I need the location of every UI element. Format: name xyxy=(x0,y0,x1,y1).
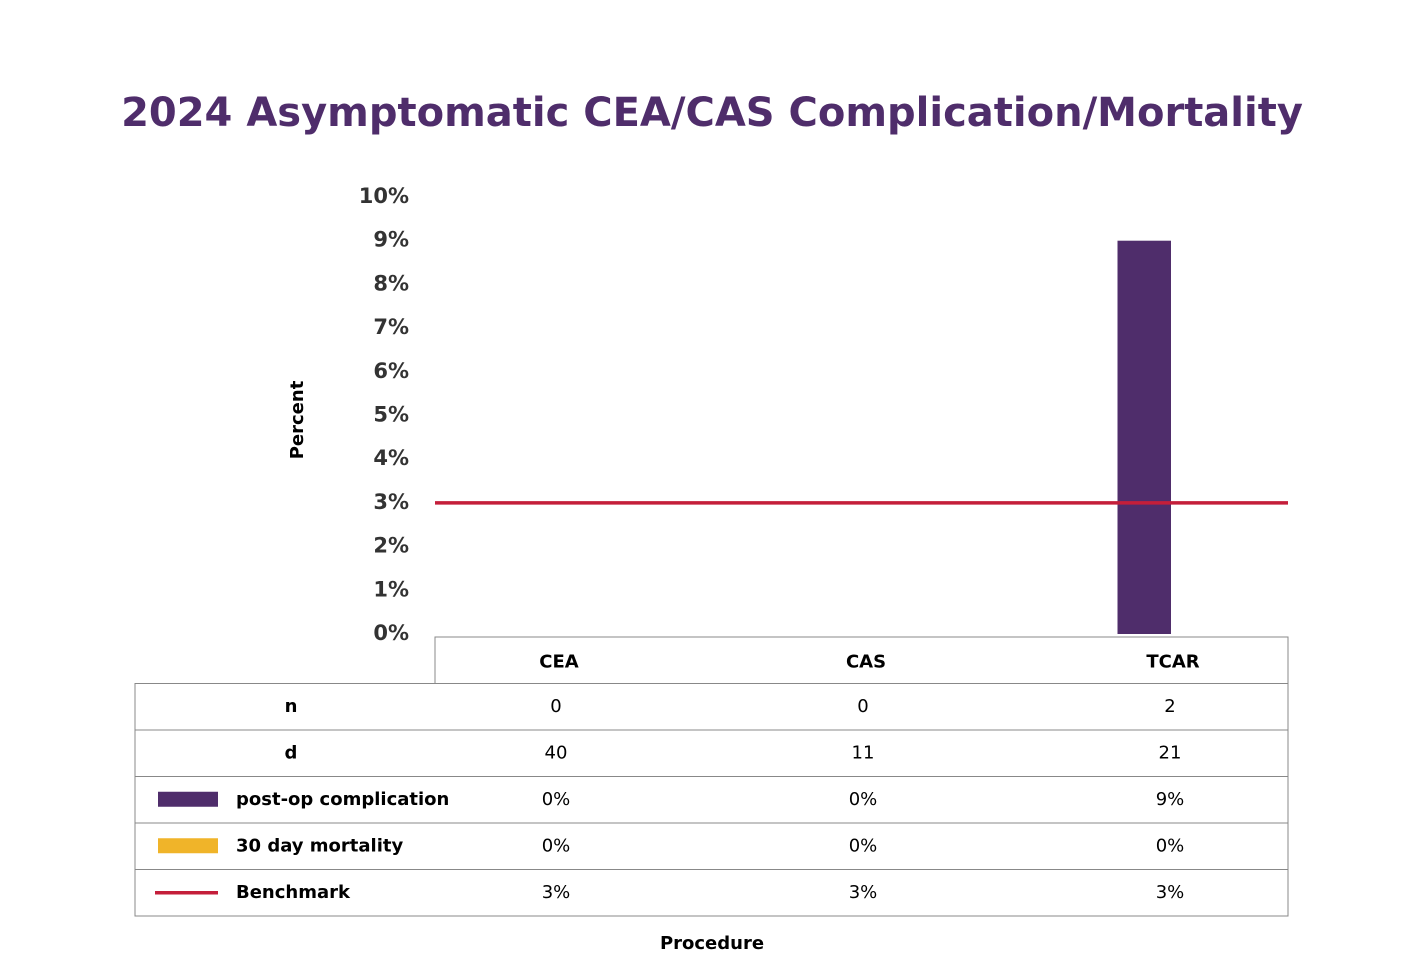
legend-swatch xyxy=(158,838,218,854)
value-label: 9% xyxy=(1156,789,1185,810)
bar xyxy=(1117,240,1171,634)
row-label: d xyxy=(285,742,298,763)
y-tick-label: 0% xyxy=(373,621,409,645)
y-axis-label: Percent xyxy=(287,380,308,459)
value-label: 0% xyxy=(849,835,878,856)
data-table xyxy=(134,683,1289,917)
row-label: n xyxy=(285,696,298,717)
legend-label: post-op complication xyxy=(236,789,449,810)
y-tick-label: 6% xyxy=(373,359,409,383)
y-tick-label: 10% xyxy=(359,184,409,208)
value-label: 0% xyxy=(849,789,878,810)
value-label: 0% xyxy=(542,835,571,856)
table-cell: 0 xyxy=(550,696,561,717)
y-tick-label: 3% xyxy=(373,490,409,514)
value-label: 3% xyxy=(849,882,878,903)
x-tick-label: TCAR xyxy=(1146,651,1199,672)
value-label: 3% xyxy=(542,882,571,903)
legend-label: 30 day mortality xyxy=(236,835,403,856)
value-label: 3% xyxy=(1156,882,1185,903)
value-label: 0% xyxy=(542,789,571,810)
legend-swatch xyxy=(158,791,218,807)
table-cell: 21 xyxy=(1159,742,1182,763)
table-cell: 2 xyxy=(1164,696,1175,717)
x-tick-label: CAS xyxy=(846,651,886,672)
y-tick-label: 2% xyxy=(373,534,409,558)
y-tick-label: 8% xyxy=(373,271,409,295)
x-tick-label: CEA xyxy=(539,651,579,672)
table-cell: 0 xyxy=(857,696,868,717)
x-axis-label: Procedure xyxy=(660,933,764,954)
y-tick-label: 5% xyxy=(373,403,409,427)
chart-title: 2024 Asymptomatic CEA/CAS Complication/M… xyxy=(121,90,1303,136)
y-tick-label: 9% xyxy=(373,228,409,252)
value-label: 0% xyxy=(1156,835,1185,856)
y-tick-label: 7% xyxy=(373,315,409,339)
table-cell: 11 xyxy=(852,742,875,763)
y-tick-label: 1% xyxy=(373,577,409,601)
table-cell: 40 xyxy=(545,742,568,763)
y-tick-label: 4% xyxy=(373,446,409,470)
legend-label: Benchmark xyxy=(236,882,351,903)
